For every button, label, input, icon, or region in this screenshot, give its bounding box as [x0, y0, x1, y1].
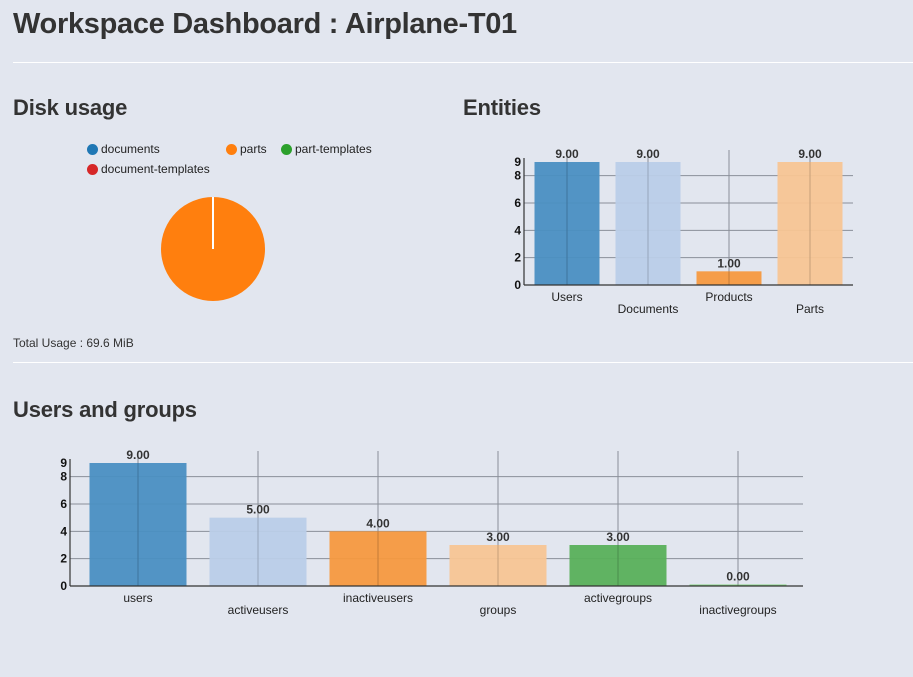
entities-title: Entities — [463, 95, 541, 120]
entities-bar-chart: 0 2 4 6 89 9.00 Users 9.00 Documents 1.00 Products… — [514, 147, 853, 316]
x-tick-label: groups — [480, 603, 517, 617]
y-tick-label: 4 — [60, 524, 67, 538]
bar-groups[interactable] — [449, 545, 547, 586]
legend-dot-icon — [87, 163, 98, 175]
bar-activeusers[interactable] — [209, 517, 307, 586]
y-tick-label: 0 — [514, 278, 521, 292]
bar-documents[interactable] — [615, 162, 681, 285]
header-divider — [13, 62, 913, 63]
bar-products[interactable] — [696, 271, 762, 285]
bar-users[interactable] — [89, 463, 187, 586]
bar-value-label: 9.00 — [126, 448, 150, 462]
x-tick-label: activeusers — [228, 603, 289, 617]
legend-item-documents[interactable]: documents — [87, 142, 160, 156]
users-groups-bar-chart: 0 2 4 6 89 9.00 users 5.00 activeusers 4.00 inacti… — [60, 448, 803, 617]
bar-activegroups[interactable] — [569, 545, 667, 586]
x-tick-label: Documents — [618, 302, 679, 316]
legend-label: documents — [101, 142, 160, 156]
y-tick-label: 8 — [60, 470, 67, 484]
legend-item-part-templates[interactable]: part-templates — [281, 142, 372, 156]
x-tick-label: Products — [705, 290, 752, 304]
bar-value-label: 4.00 — [366, 516, 390, 530]
legend-dot-icon — [281, 143, 292, 155]
x-tick-label: users — [123, 591, 152, 605]
bar-value-label: 9.00 — [636, 147, 660, 161]
y-tick-label: 2 — [514, 251, 521, 265]
y-tick-label: 6 — [60, 497, 67, 511]
y-tick-label: 9 — [60, 456, 67, 470]
legend-item-parts[interactable]: parts — [226, 142, 267, 156]
bar-users[interactable] — [534, 162, 600, 285]
bar-parts[interactable] — [777, 162, 843, 285]
y-tick-label: 9 — [514, 155, 521, 169]
y-tick-label: 0 — [60, 579, 67, 593]
bar-inactiveusers[interactable] — [329, 531, 427, 586]
bar-value-label: 3.00 — [606, 530, 630, 544]
y-tick-label: 8 — [514, 169, 521, 183]
legend-label: parts — [240, 142, 267, 156]
y-tick-label: 2 — [60, 552, 67, 566]
legend-label: document-templates — [101, 162, 210, 176]
legend-label: part-templates — [295, 142, 372, 156]
page-title: Workspace Dashboard : Airplane-T01 — [13, 8, 517, 40]
x-tick-label: activegroups — [584, 591, 652, 605]
users-groups-title: Users and groups — [13, 397, 197, 422]
x-tick-label: Parts — [796, 302, 824, 316]
total-usage: Total Usage : 69.6 MiB — [13, 336, 134, 350]
section-divider — [13, 362, 913, 363]
disk-usage-title: Disk usage — [13, 95, 128, 120]
legend-dot-icon — [226, 143, 237, 155]
y-tick-label: 4 — [514, 223, 521, 237]
bar-value-label: 9.00 — [798, 147, 822, 161]
bar-value-label: 3.00 — [486, 530, 510, 544]
x-tick-label: inactiveusers — [343, 591, 413, 605]
bar-value-label: 0.00 — [726, 570, 750, 584]
legend-dot-icon — [87, 143, 98, 155]
bar-value-label: 9.00 — [555, 147, 579, 161]
disk-usage-pie-chart — [161, 197, 265, 301]
bar-value-label: 5.00 — [246, 503, 270, 517]
x-tick-label: Users — [551, 290, 582, 304]
bar-inactivegroups[interactable] — [689, 584, 787, 587]
y-tick-label: 6 — [514, 196, 521, 210]
legend-item-document-templates[interactable]: document-templates — [87, 162, 210, 176]
bar-value-label: 1.00 — [717, 256, 741, 270]
x-tick-label: inactivegroups — [699, 603, 776, 617]
